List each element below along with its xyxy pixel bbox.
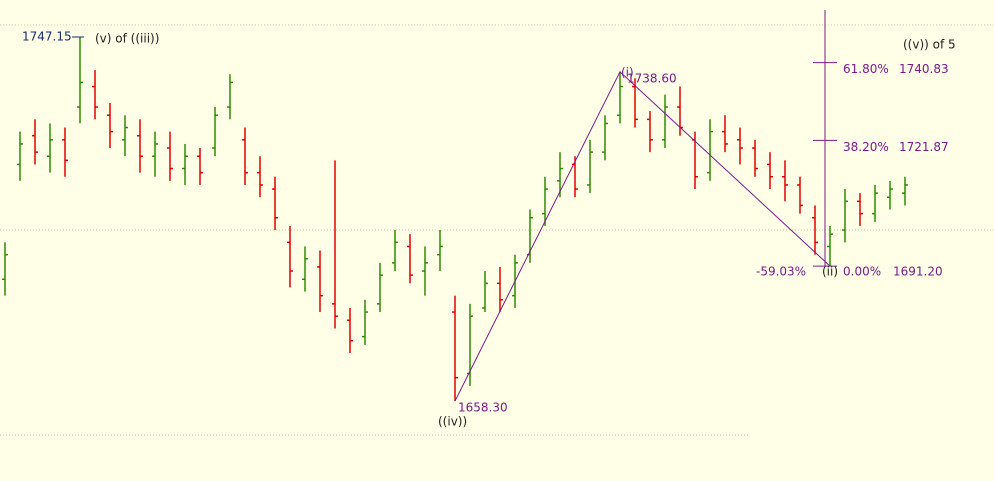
grid — [0, 24, 994, 436]
wave-price: 1658.30 — [458, 401, 508, 415]
fib-percent: 0.00% — [843, 265, 881, 279]
fib-price: 1721.87 — [899, 140, 949, 154]
wave-label: ((v)) of 5 — [903, 38, 956, 52]
wave-price: 1738.60 — [627, 72, 677, 86]
wave-label: (v) of ((iii)) — [95, 32, 159, 46]
fib-price: 1740.83 — [899, 62, 949, 76]
fib-percent: 38.20% — [843, 140, 889, 154]
wave-label: ((iv)) — [438, 415, 467, 429]
fib-retrace: -59.03% — [756, 265, 806, 279]
high-price-label: 1747.15 — [22, 30, 72, 44]
wave-line — [454, 70, 831, 402]
fib-percent: 61.80% — [843, 62, 889, 76]
fib-price: 1691.20 — [893, 265, 943, 279]
overlay: 61.80% 1740.83 38.20% 1721.87 0.00% 1691.20 — [72, 10, 949, 402]
wave-label: (ii) — [822, 265, 838, 279]
bars — [2, 36, 908, 402]
wave-label: (i) — [621, 66, 634, 80]
